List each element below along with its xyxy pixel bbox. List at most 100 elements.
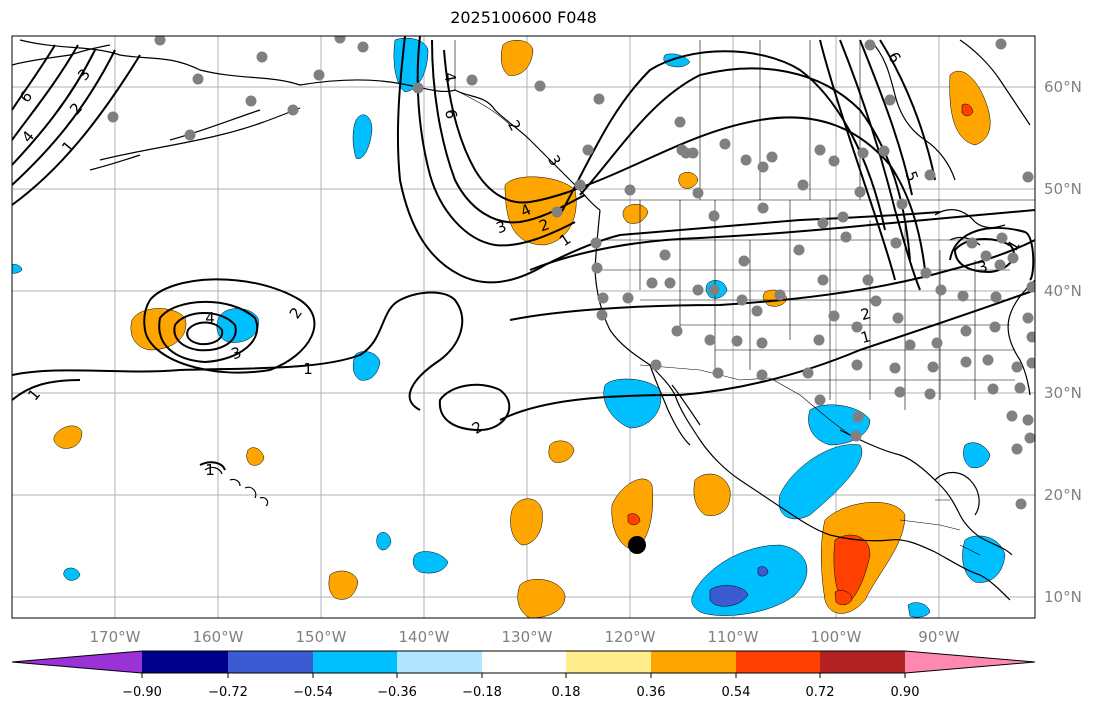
station-dot bbox=[766, 151, 778, 163]
station-dot bbox=[850, 430, 862, 442]
station-dot bbox=[802, 367, 814, 379]
station-dot bbox=[650, 359, 662, 371]
station-dot bbox=[590, 237, 602, 249]
station-dot bbox=[574, 179, 586, 191]
shaded-anomalies bbox=[12, 37, 1006, 618]
shade-blob bbox=[12, 264, 23, 274]
colorbar-tick: −0.72 bbox=[208, 685, 248, 700]
contour-line bbox=[839, 39, 921, 291]
shade-blob bbox=[510, 498, 543, 546]
contour-label: 4 bbox=[205, 309, 215, 327]
station-dot bbox=[674, 116, 686, 128]
station-dot bbox=[890, 237, 902, 249]
station-dot bbox=[692, 284, 704, 296]
station-dot bbox=[757, 161, 769, 173]
station-dot bbox=[982, 354, 994, 366]
station-dot bbox=[870, 295, 882, 307]
lon-label: 170°W bbox=[90, 628, 141, 646]
shade-blob bbox=[962, 535, 1006, 583]
coastlines bbox=[12, 39, 1035, 601]
coastline-aleutians-2 bbox=[89, 109, 261, 171]
shade-blob bbox=[963, 442, 991, 469]
shade-blob bbox=[778, 444, 863, 520]
shade-blob bbox=[352, 351, 381, 381]
contour-line bbox=[12, 44, 56, 111]
lat-label: 10°N bbox=[1044, 588, 1082, 606]
station-dot bbox=[924, 169, 936, 181]
lat-label: 60°N bbox=[1044, 78, 1082, 96]
lon-label: 100°W bbox=[811, 628, 862, 646]
station-dot bbox=[896, 198, 908, 210]
latitude-labels: 60°N 50°N 40°N 30°N 20°N 10°N bbox=[1044, 78, 1082, 606]
station-dot bbox=[624, 184, 636, 196]
colorbar-tick: 0.36 bbox=[637, 685, 666, 700]
shade-blob bbox=[246, 447, 265, 466]
station-dot bbox=[828, 310, 840, 322]
shade-blob bbox=[834, 590, 853, 605]
station-dot bbox=[287, 104, 299, 116]
contour-line bbox=[431, 39, 586, 224]
contour-label: 1 bbox=[303, 360, 313, 378]
colorbar-tick: −0.90 bbox=[122, 685, 162, 700]
station-dot bbox=[1022, 312, 1034, 324]
station-dot bbox=[256, 51, 268, 63]
colorbar-tick: 0.18 bbox=[552, 685, 581, 700]
station-dot bbox=[622, 292, 634, 304]
station-dot bbox=[591, 262, 603, 274]
station-dot bbox=[646, 277, 658, 289]
shade-blob bbox=[961, 103, 974, 117]
colorbar-cell bbox=[566, 651, 651, 673]
state-lines-h bbox=[600, 239, 1015, 381]
station-dot bbox=[412, 82, 424, 94]
colorbar-cell bbox=[12, 651, 142, 673]
shade-blob bbox=[757, 566, 769, 577]
contour-label: 6 bbox=[441, 108, 460, 121]
contour-line bbox=[443, 49, 601, 204]
station-dot bbox=[837, 211, 849, 223]
lat-label: 30°N bbox=[1044, 384, 1082, 402]
colorbar-tick: 0.54 bbox=[722, 685, 751, 700]
station-dot bbox=[245, 95, 257, 107]
shade-blob bbox=[663, 53, 691, 68]
station-dot bbox=[817, 217, 829, 229]
contour-line bbox=[599, 116, 926, 271]
coastline-gulf bbox=[839, 429, 1013, 556]
shade-blob bbox=[412, 551, 449, 574]
colorbar-tick: −0.18 bbox=[462, 685, 502, 700]
shade-blob bbox=[622, 204, 649, 224]
station-dot bbox=[892, 312, 904, 324]
contour-line bbox=[12, 49, 96, 166]
contour-line bbox=[12, 49, 116, 186]
station-dot bbox=[1022, 171, 1034, 183]
station-dot bbox=[1024, 432, 1035, 444]
contour-line bbox=[396, 36, 621, 284]
station-dot bbox=[534, 80, 546, 92]
station-dot bbox=[840, 231, 852, 243]
station-dot bbox=[751, 305, 763, 317]
station-dot bbox=[920, 267, 932, 279]
longitude-labels: 170°W 160°W 150°W 140°W 130°W 120°W 110°… bbox=[90, 628, 960, 646]
station-dot bbox=[878, 145, 890, 157]
contour-line bbox=[559, 50, 886, 231]
shade-blob bbox=[603, 378, 662, 429]
station-dot bbox=[852, 411, 864, 423]
coastline-yucatan bbox=[934, 471, 980, 516]
colorbar-cell bbox=[313, 651, 397, 673]
contour-line bbox=[143, 278, 316, 374]
station-dot bbox=[851, 321, 863, 333]
border-us-mexico bbox=[639, 364, 851, 436]
station-dot bbox=[740, 154, 752, 166]
station-dot bbox=[966, 237, 978, 249]
contour-line bbox=[12, 54, 141, 206]
station-dot bbox=[924, 388, 936, 400]
station-dot bbox=[692, 187, 704, 199]
station-dot bbox=[957, 290, 969, 302]
station-dot bbox=[814, 144, 826, 156]
shade-blob bbox=[833, 534, 871, 606]
lat-label: 40°N bbox=[1044, 282, 1082, 300]
station-dot bbox=[862, 274, 874, 286]
contour-line bbox=[579, 67, 911, 261]
shade-blob bbox=[627, 513, 641, 526]
station-dot bbox=[466, 74, 478, 86]
